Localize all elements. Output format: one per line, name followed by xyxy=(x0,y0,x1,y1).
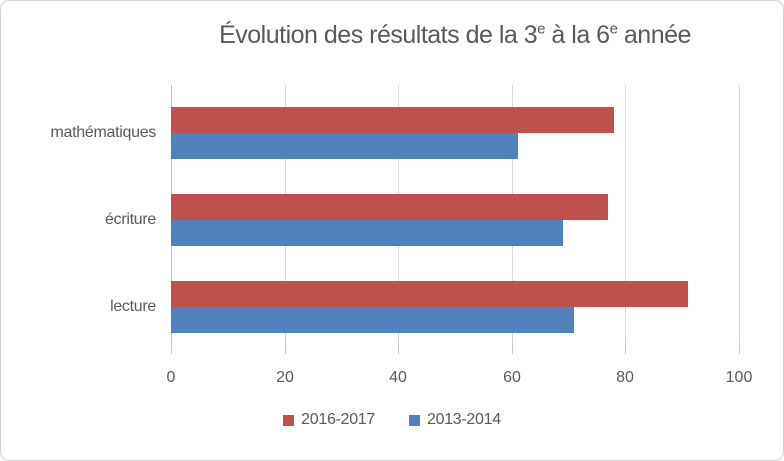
bar-écriture-2013-2014 xyxy=(171,220,563,246)
title-text: à la 6 xyxy=(544,21,610,49)
gridline xyxy=(625,85,626,338)
axis-tick-mark xyxy=(285,338,286,354)
axis-tick-mark xyxy=(171,338,172,354)
bar-lecture-2013-2014 xyxy=(171,307,575,333)
axis-tick-label: 20 xyxy=(276,369,294,386)
axis-tick-mark xyxy=(512,338,513,354)
category-axis: mathématiques écriture lecture xyxy=(1,85,157,338)
legend-item: 2016-2017 xyxy=(283,411,375,429)
gridline xyxy=(739,85,740,338)
category-label: mathématiques xyxy=(50,124,157,141)
title-superscript: e xyxy=(609,20,618,38)
category-label: écriture xyxy=(105,211,156,228)
legend-label: 2016-2017 xyxy=(301,411,375,428)
bar-mathématiques-2016-2017 xyxy=(171,107,614,133)
axis-tick-label: 100 xyxy=(725,369,753,386)
legend-item: 2013-2014 xyxy=(409,411,501,429)
bar-mathématiques-2013-2014 xyxy=(171,133,518,159)
legend-swatch xyxy=(409,414,420,426)
axis-tick-mark xyxy=(739,338,740,354)
chart-title: Évolution des résultats de la 3e à la 6e… xyxy=(171,21,739,50)
title-text: Évolution des résultats de la 3 xyxy=(219,21,538,49)
axis-tick-label: 0 xyxy=(166,369,176,386)
axis-tick-label: 80 xyxy=(616,369,634,386)
legend-swatch xyxy=(283,414,295,426)
title-superscript: e xyxy=(537,20,545,38)
axis-tick-label: 60 xyxy=(503,369,521,386)
axis-tick-mark xyxy=(625,338,626,354)
bar-lecture-2016-2017 xyxy=(171,281,688,307)
legend-label: 2013-2014 xyxy=(427,411,501,428)
category-label: lecture xyxy=(110,298,156,315)
plot-area: 0 20 40 60 80 100 xyxy=(167,85,752,386)
legend: 2016-2017 2013-2014 xyxy=(1,411,783,429)
axis-tick-mark xyxy=(398,338,399,354)
bar-écriture-2016-2017 xyxy=(171,194,609,220)
axis-tick-label: 40 xyxy=(389,369,407,386)
title-text: année xyxy=(617,21,692,49)
